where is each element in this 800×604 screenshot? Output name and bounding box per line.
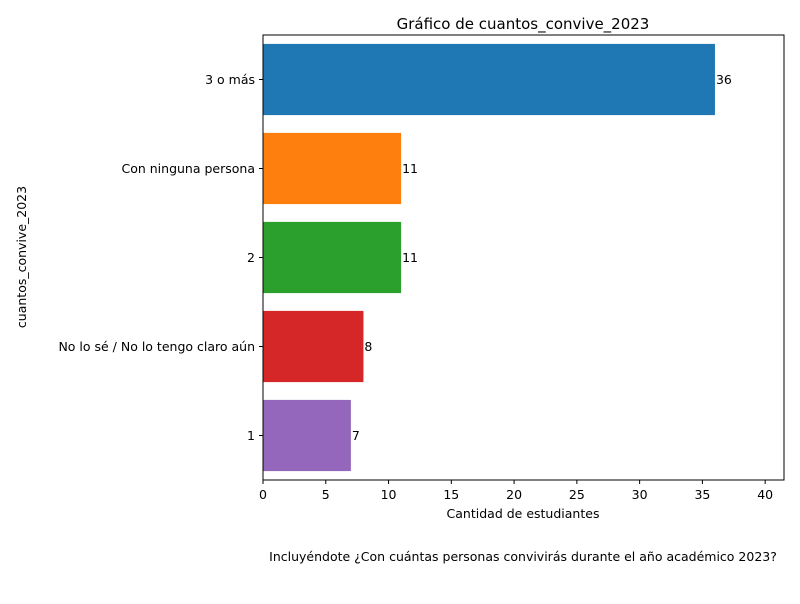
data-label: 8: [364, 339, 372, 354]
bars-group: [263, 43, 715, 472]
x-tick-label: 25: [569, 487, 585, 502]
x-tick-label: 0: [259, 487, 267, 502]
x-tick-label: 40: [757, 487, 773, 502]
x-tick-label: 35: [694, 487, 710, 502]
chart-title: Gráfico de cuantos_convive_2023: [397, 15, 650, 34]
data-labels: 36 11 11 8 7: [352, 72, 732, 443]
y-tick-label: Con ninguna persona: [121, 161, 255, 176]
data-label: 7: [352, 428, 360, 443]
data-label: 36: [716, 72, 732, 87]
bar: [263, 132, 402, 205]
bar: [263, 221, 402, 294]
plot-frame: [262, 34, 785, 481]
y-tick-label: 2: [247, 250, 255, 265]
x-tick-label: 5: [322, 487, 330, 502]
x-tick-label: 10: [381, 487, 397, 502]
x-tick-label: 20: [506, 487, 522, 502]
y-tick-label: 3 o más: [205, 72, 255, 87]
bar: [263, 310, 364, 383]
y-tick-label: No lo sé / No lo tengo claro aún: [58, 339, 255, 354]
x-ticks: 0 5 10 15 20 25 30 35 40: [259, 480, 773, 502]
y-tick-labels: 3 o más Con ninguna persona 2 No lo sé / No…: [58, 72, 263, 443]
data-label: 11: [402, 161, 418, 176]
y-axis-label: cuantos_convive_2023: [14, 186, 29, 328]
chart-caption: Incluyéndote ¿Con cuántas personas convi…: [269, 549, 777, 564]
x-tick-label: 30: [632, 487, 648, 502]
bar: [263, 43, 715, 116]
bar: [263, 399, 351, 472]
data-label: 11: [402, 250, 418, 265]
x-axis-label: Cantidad de estudiantes: [447, 506, 600, 521]
x-tick-label: 15: [443, 487, 459, 502]
y-tick-label: 1: [247, 428, 255, 443]
